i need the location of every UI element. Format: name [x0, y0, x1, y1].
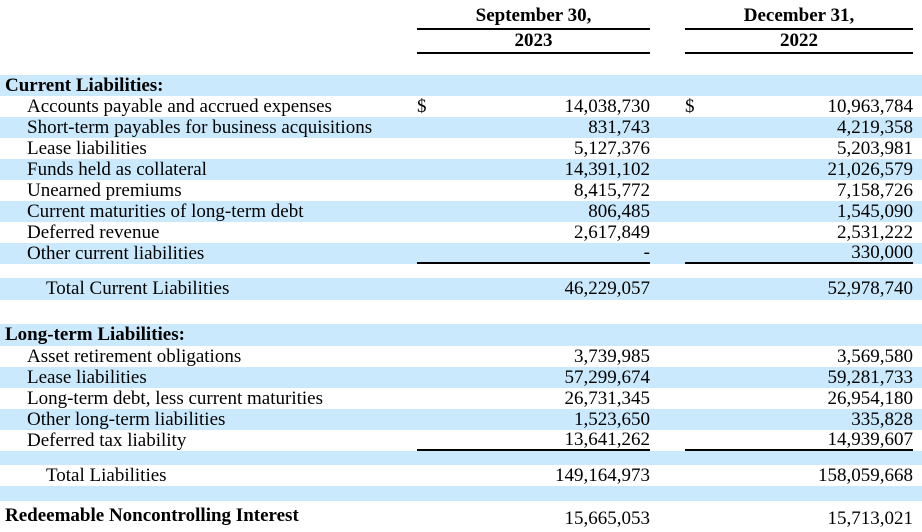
row-label: Long-term debt, less current maturities [27, 387, 323, 409]
value-2023: 1,523,650 [574, 408, 650, 430]
table-row: Current maturities of long-term debt 806… [0, 201, 922, 222]
row-label: Deferred revenue [27, 221, 160, 243]
section-row-current-liabilities: Current Liabilities: [0, 75, 922, 96]
value-2022: 15,713,021 [827, 507, 914, 529]
column-header-sep-30-2023: September 30, 2023 [417, 4, 650, 54]
value-2023: 26,731,345 [564, 387, 651, 409]
row-label: Redeemable Noncontrolling Interest [5, 505, 299, 526]
table-row: Accounts payable and accrued expenses $1… [0, 96, 922, 117]
currency-symbol: $ [685, 95, 695, 117]
value-2023: 14,391,102 [564, 158, 651, 180]
section-row-long-term-liabilities: Long-term Liabilities: [0, 324, 922, 346]
table-header: September 30, 2023 December 31, 2022 [0, 0, 922, 75]
row-label: Other long-term liabilities [27, 408, 226, 430]
row-label: Deferred tax liability [27, 429, 187, 451]
table-row: Other current liabilities - 330,000 [0, 241, 922, 264]
table-row: Asset retirement obligations 3,739,985 3… [0, 346, 922, 367]
section-gap [0, 300, 922, 324]
value-2023: 14,038,730 [564, 95, 651, 117]
table-row: Long-term debt, less current maturities … [0, 388, 922, 409]
table-row: Unearned premiums 8,415,772 7,158,726 [0, 180, 922, 201]
table-row: Funds held as collateral 14,391,102 21,0… [0, 159, 922, 180]
row-gap [0, 486, 922, 501]
value-2023: 3,739,985 [574, 345, 650, 367]
column-header-year: 2022 [685, 30, 913, 54]
value-2023: 57,299,674 [564, 366, 651, 388]
column-header-year: 2023 [417, 30, 650, 54]
row-redeemable-noncontrolling-interest: Redeemable Noncontrolling Interest 15,66… [0, 501, 922, 532]
value-2022: 330,000 [851, 241, 913, 263]
table-row: Short-term payables for business acquisi… [0, 117, 922, 138]
table-row: Lease liabilities 57,299,674 59,281,733 [0, 367, 922, 388]
value-2022: 59,281,733 [827, 366, 914, 388]
row-gap [0, 264, 922, 278]
value-2023: 8,415,772 [574, 179, 650, 201]
column-header-dec-31-2022: December 31, 2022 [685, 4, 913, 54]
value-2022: 21,026,579 [827, 158, 914, 180]
section-title: Long-term Liabilities: [5, 324, 185, 345]
total-row-liabilities: Total Liabilities 149,164,973 158,059,66… [0, 465, 922, 486]
table-row: Other long-term liabilities 1,523,650 33… [0, 409, 922, 430]
value-2023: 149,164,973 [555, 464, 650, 486]
value-2022: 52,978,740 [827, 278, 914, 299]
value-2022: 4,219,358 [837, 116, 913, 138]
row-label: Accounts payable and accrued expenses [27, 95, 332, 117]
value-2023: 2,617,849 [574, 221, 650, 243]
column-header-date: September 30, [417, 4, 650, 30]
row-label: Lease liabilities [27, 137, 147, 159]
currency-symbol: $ [417, 95, 427, 117]
table-row: Deferred revenue 2,617,849 2,531,222 [0, 222, 922, 243]
value-2022: 26,954,180 [827, 387, 914, 409]
value-2022: 335,828 [851, 408, 913, 430]
row-label: Total Current Liabilities [46, 278, 230, 299]
value-2023: 13,641,262 [564, 428, 651, 450]
total-row-current-liabilities: Total Current Liabilities 46,229,057 52,… [0, 278, 922, 300]
row-label: Current maturities of long-term debt [27, 200, 304, 222]
value-2023: 46,229,057 [564, 278, 651, 299]
row-label: Funds held as collateral [27, 158, 207, 180]
value-2022: 3,569,580 [837, 345, 913, 367]
table-row: Lease liabilities 5,127,376 5,203,981 [0, 138, 922, 159]
value-2022: 10,963,784 [827, 95, 914, 117]
row-label: Unearned premiums [27, 179, 182, 201]
value-2023: - [643, 241, 650, 263]
row-label: Total Liabilities [46, 464, 167, 486]
row-label: Lease liabilities [27, 366, 147, 388]
column-header-date: December 31, [685, 4, 913, 30]
value-2022: 14,939,607 [827, 428, 914, 450]
value-2022: 1,545,090 [837, 200, 913, 222]
row-label: Asset retirement obligations [27, 345, 242, 367]
value-2023: 806,485 [588, 200, 650, 222]
table-row: Deferred tax liability 13,641,262 14,939… [0, 428, 922, 451]
section-title: Current Liabilities: [5, 74, 164, 96]
value-2022: 7,158,726 [837, 179, 913, 201]
value-2022: 5,203,981 [837, 137, 913, 159]
value-2023: 15,665,053 [564, 507, 651, 529]
value-2022: 158,059,668 [818, 464, 913, 486]
value-2023: 5,127,376 [574, 137, 650, 159]
row-label: Short-term payables for business acquisi… [27, 116, 373, 138]
row-gap [0, 451, 922, 465]
value-2022: 2,531,222 [837, 221, 913, 243]
row-label: Other current liabilities [27, 242, 205, 264]
value-2023: 831,743 [588, 116, 650, 138]
